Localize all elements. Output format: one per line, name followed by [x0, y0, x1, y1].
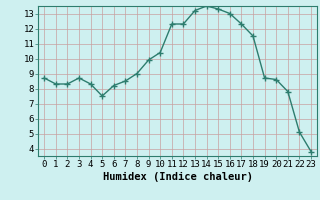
- X-axis label: Humidex (Indice chaleur): Humidex (Indice chaleur): [103, 172, 252, 182]
